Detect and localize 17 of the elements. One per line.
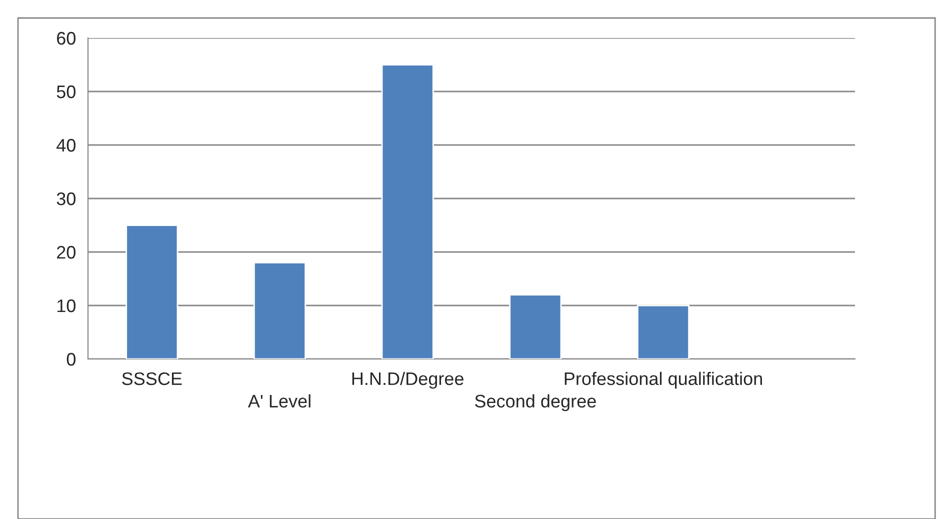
x-tick-label: A' Level (248, 394, 310, 408)
y-tick-label: 50 (56, 85, 76, 98)
y-tick-label: 60 (57, 32, 76, 45)
y-tick-label: 20 (57, 246, 76, 259)
bar (126, 224, 178, 359)
x-tick-label: Professional qualification (564, 372, 762, 389)
y-tick-label: 10 (57, 299, 76, 312)
x-tick-label: SSSCE (122, 372, 182, 386)
bar (509, 294, 562, 359)
bar (636, 304, 690, 359)
bar (381, 64, 434, 359)
y-tick-label: 30 (56, 192, 76, 206)
bar (253, 262, 306, 359)
y-tick-label: 0 (66, 352, 76, 366)
x-tick-label: Second degree (475, 394, 596, 412)
y-tick-label: 40 (56, 138, 76, 152)
x-tick-label: H.N.D/Degree (352, 372, 464, 389)
